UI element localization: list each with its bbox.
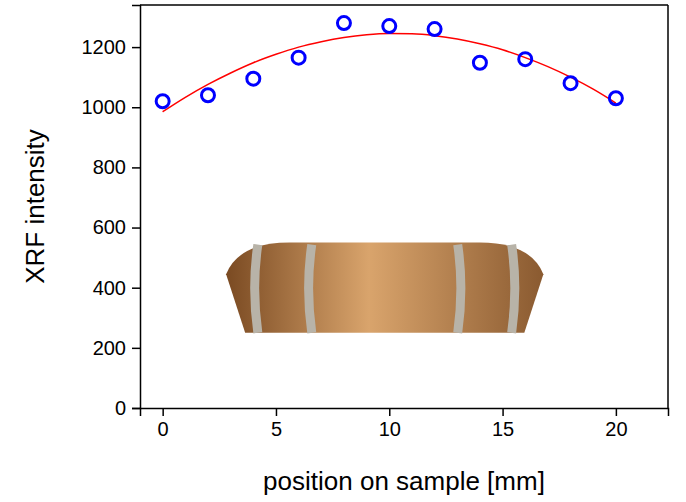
tick: 200: [93, 337, 140, 359]
tick-label: 0: [115, 397, 126, 419]
data-point: [383, 20, 396, 33]
tick-label: 400: [93, 277, 126, 299]
tick-mark: [132, 227, 140, 229]
tick: 10: [379, 408, 401, 440]
tick: 15: [492, 408, 514, 440]
tick-label: 1000: [82, 96, 127, 118]
tick: 1000: [82, 96, 141, 118]
x-axis: 0 5 10 15 20: [141, 408, 669, 440]
barrel-body: [226, 243, 543, 333]
axis-line: [132, 6, 141, 409]
frame-right: [667, 5, 669, 408]
tick-label: 1200: [82, 36, 127, 58]
tick-mark: [132, 47, 140, 49]
axis-line: [141, 409, 669, 417]
tick: 0: [158, 408, 169, 440]
fit-line: [163, 34, 616, 112]
tick: 800: [93, 156, 140, 178]
chart: 05101520020040060080010001200position on…: [0, 0, 686, 502]
x-axis-title: position on sample [mm]: [263, 466, 545, 496]
tick: 0: [115, 397, 140, 419]
tick-label: 20: [605, 418, 627, 440]
tick-label: 0: [158, 418, 169, 440]
tick: 600: [93, 216, 140, 238]
data-point: [473, 56, 486, 69]
y-axis: 0 200 400 600 800 1000 1200: [82, 6, 141, 419]
data-point: [247, 72, 260, 85]
tick-mark: [132, 287, 140, 289]
tick-label: 5: [271, 418, 282, 440]
tick-mark: [132, 107, 140, 109]
data-point: [156, 95, 169, 108]
data-point: [564, 77, 577, 90]
barrel-hoop: [255, 245, 258, 333]
data-point: [609, 92, 622, 105]
tick-mark: [616, 408, 618, 416]
tick-mark: [276, 408, 278, 416]
barrel-picture: [226, 243, 543, 333]
tick-mark: [132, 348, 140, 350]
data-point: [428, 23, 441, 36]
barrel-hoop: [309, 245, 312, 333]
tick-mark: [132, 408, 140, 410]
marks: [156, 17, 622, 112]
barrel-hoop: [512, 245, 515, 333]
tick-mark: [502, 408, 504, 416]
tick: 1200: [82, 36, 141, 58]
tick-label: 15: [492, 418, 514, 440]
tick: 400: [93, 277, 140, 299]
tick-label: 200: [93, 337, 126, 359]
tick-label: 10: [379, 418, 401, 440]
plot-area: 05101520020040060080010001200: [82, 5, 669, 440]
y-axis-title: XRF intensity: [20, 129, 50, 284]
tick-mark: [132, 167, 140, 169]
tick-mark: [162, 408, 164, 416]
tick-label: 600: [93, 216, 126, 238]
barrel-hoop: [458, 245, 461, 333]
data-point: [292, 51, 305, 64]
tick-label: 800: [93, 156, 126, 178]
tick: 20: [605, 408, 627, 440]
data-point: [519, 53, 532, 66]
tick-mark: [389, 408, 391, 416]
data-point: [337, 17, 350, 30]
tick: 5: [271, 408, 282, 440]
data-point: [201, 89, 214, 102]
frame-top: [140, 4, 668, 6]
